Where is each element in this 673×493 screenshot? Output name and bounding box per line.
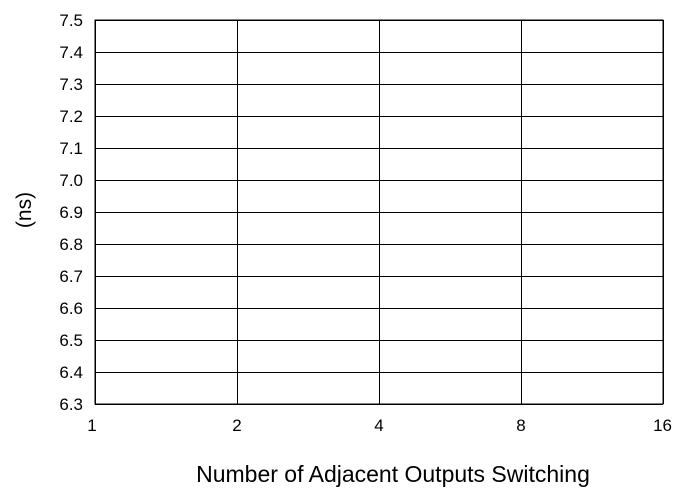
x-axis-title: Number of Adjacent Outputs Switching	[196, 461, 590, 487]
y-tick-label: 6.9	[59, 203, 83, 222]
x-tick-label: 4	[374, 416, 383, 435]
y-tick-label: 7.1	[59, 139, 83, 158]
y-tick-label: 7.3	[59, 75, 83, 94]
x-tick-label: 1	[87, 416, 96, 435]
y-tick-label: 7.2	[59, 107, 83, 126]
y-axis-title: (ns)	[13, 192, 36, 228]
x-tick-label: 8	[516, 416, 525, 435]
x-axis-tick-labels: 1 2 4 8 16	[87, 416, 672, 435]
y-tick-label: 7.0	[59, 171, 83, 190]
x-tick-label: 2	[232, 416, 241, 435]
plot-area-frame	[94, 19, 664, 405]
y-tick-label: 6.7	[59, 267, 83, 286]
y-tick-label: 6.6	[59, 299, 83, 318]
y-tick-label: 6.3	[59, 395, 83, 414]
y-tick-label: 7.5	[59, 11, 83, 30]
y-tick-label: 6.5	[59, 331, 83, 350]
y-tick-label: 6.4	[59, 363, 83, 382]
y-tick-label: 6.8	[59, 235, 83, 254]
y-axis-tick-labels: 6.3 6.4 6.5 6.6 6.7 6.8 6.9 7.0 7.1 7.2 7.3 7.4 7.5	[59, 11, 83, 414]
y-tick-label: 7.4	[59, 43, 83, 62]
x-tick-label: 16	[653, 416, 672, 435]
